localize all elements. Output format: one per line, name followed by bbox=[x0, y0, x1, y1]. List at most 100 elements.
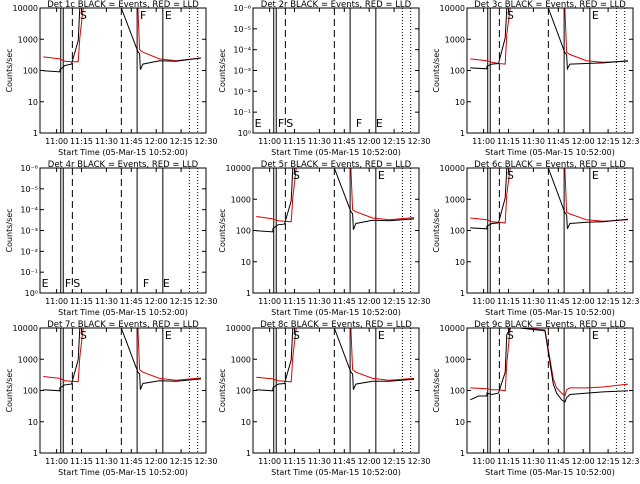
y-tick-label: 10 bbox=[28, 418, 38, 427]
marker-label: E bbox=[163, 277, 170, 290]
x-axis-label: Start Time (05-Mar-15 10:52:00) bbox=[485, 308, 615, 317]
marker-label: S bbox=[80, 329, 87, 342]
lld-series-line bbox=[43, 328, 202, 383]
x-tick-label: 12:15 bbox=[170, 297, 193, 306]
marker-label: E bbox=[378, 329, 385, 342]
events-series-line bbox=[256, 168, 415, 233]
events-series-line bbox=[470, 328, 629, 403]
y-tick-label: 10⁻⁶ bbox=[233, 4, 251, 13]
panel-7: 1 10 100 1000 10000 11:00 11:15 11:30 11:45 12:00… bbox=[5, 320, 218, 477]
x-tick-label: 11:15 bbox=[70, 297, 93, 306]
panel-1: 1 10 100 1000 10000 11:00 11:15 11:30 11:45 12:00… bbox=[5, 0, 218, 157]
x-tick-label: 11:30 bbox=[308, 137, 331, 146]
x-tick-label: 11:45 bbox=[333, 137, 356, 146]
x-tick-label: 12:30 bbox=[407, 137, 430, 146]
y-tick-label: 10 bbox=[455, 98, 465, 107]
x-axis-label: Start Time (05-Mar-15 10:52:00) bbox=[271, 468, 401, 477]
marker-label: S bbox=[507, 9, 514, 22]
marker-label: F bbox=[143, 277, 149, 290]
y-axis-label: Counts/sec bbox=[5, 368, 14, 412]
y-axis-label: Counts/sec bbox=[432, 368, 441, 412]
x-tick-label: 12:00 bbox=[145, 137, 168, 146]
y-tick-label: 10⁻³ bbox=[233, 67, 251, 76]
plot-frame bbox=[252, 167, 420, 294]
marker-label: S bbox=[293, 169, 300, 182]
lld-series-line bbox=[470, 8, 629, 65]
marker-label: F bbox=[278, 117, 284, 130]
y-tick-label: 10 bbox=[28, 98, 38, 107]
x-tick-label: 11:00 bbox=[45, 457, 68, 466]
marker-label: E bbox=[378, 169, 385, 182]
y-tick-label: 10 bbox=[455, 258, 465, 267]
plot-frame bbox=[39, 327, 207, 454]
y-tick-label: 100 bbox=[236, 387, 251, 396]
y-tick-label: 10⁻¹ bbox=[20, 268, 38, 277]
x-tick-label: 12:00 bbox=[358, 457, 381, 466]
y-tick-label: 100 bbox=[236, 227, 251, 236]
x-tick-label: 12:30 bbox=[621, 137, 640, 146]
x-tick-label: 11:15 bbox=[497, 457, 520, 466]
y-axis-label: Counts/sec bbox=[432, 48, 441, 92]
y-tick-label: 1000 bbox=[231, 195, 251, 204]
y-tick-label: 10⁻⁵ bbox=[20, 185, 38, 194]
y-tick-label: 100 bbox=[23, 387, 38, 396]
x-tick-label: 12:15 bbox=[597, 137, 620, 146]
events-series-line bbox=[43, 328, 202, 392]
panel-6: 1 10 100 1000 10000 11:00 11:15 11:30 11:45 12:00… bbox=[432, 160, 640, 317]
x-tick-label: 12:30 bbox=[194, 457, 217, 466]
x-axis-label: Start Time (05-Mar-15 10:52:00) bbox=[271, 308, 401, 317]
marker-label: E bbox=[376, 117, 383, 130]
y-tick-label: 1 bbox=[33, 129, 38, 138]
chart-title: Det 2r BLACK = Events, RED = LLD bbox=[261, 0, 412, 10]
y-tick-label: 10000 bbox=[13, 4, 38, 13]
x-tick-label: 11:45 bbox=[120, 137, 143, 146]
marker-label: E bbox=[42, 277, 49, 290]
x-tick-label: 12:15 bbox=[597, 457, 620, 466]
marker-label: E bbox=[165, 329, 172, 342]
x-tick-label: 12:15 bbox=[170, 457, 193, 466]
x-tick-label: 11:30 bbox=[308, 457, 331, 466]
chart-title: Det 9c BLACK = Events, RED = LLD bbox=[474, 320, 626, 330]
y-tick-label: 10 bbox=[241, 418, 251, 427]
events-series-line bbox=[470, 168, 629, 230]
y-tick-label: 100 bbox=[450, 387, 465, 396]
y-axis-label: Counts/sec bbox=[5, 48, 14, 92]
y-tick-label: 10⁰ bbox=[238, 129, 251, 138]
x-tick-label: 12:15 bbox=[383, 457, 406, 466]
y-tick-label: 10⁻³ bbox=[20, 227, 38, 236]
marker-label: E bbox=[592, 329, 599, 342]
events-series-line bbox=[43, 8, 202, 73]
y-tick-label: 1 bbox=[246, 449, 251, 458]
x-tick-label: 11:15 bbox=[283, 297, 306, 306]
lld-series-line bbox=[256, 328, 415, 383]
x-tick-label: 11:45 bbox=[547, 457, 570, 466]
x-tick-label: 11:00 bbox=[472, 137, 495, 146]
x-tick-label: 12:00 bbox=[358, 137, 381, 146]
x-axis-label: Start Time (05-Mar-15 10:52:00) bbox=[58, 308, 188, 317]
x-axis-label: Start Time (05-Mar-15 10:52:00) bbox=[58, 468, 188, 477]
marker-label: S bbox=[507, 329, 514, 342]
x-axis-label: Start Time (05-Mar-15 10:52:00) bbox=[271, 148, 401, 157]
chart-title: Det 8c BLACK = Events, RED = LLD bbox=[260, 320, 412, 330]
y-tick-label: 1000 bbox=[231, 355, 251, 364]
y-tick-label: 1000 bbox=[445, 195, 465, 204]
panel-8: 1 10 100 1000 10000 11:00 11:15 11:30 11:45 12:00… bbox=[218, 320, 431, 477]
y-tick-label: 100 bbox=[450, 227, 465, 236]
y-tick-label: 1 bbox=[460, 129, 465, 138]
x-tick-label: 11:15 bbox=[70, 457, 93, 466]
y-axis-label: Counts/sec bbox=[218, 48, 227, 92]
x-tick-label: 12:00 bbox=[145, 297, 168, 306]
x-tick-label: 11:30 bbox=[95, 137, 118, 146]
y-tick-label: 10000 bbox=[226, 164, 251, 173]
marker-label: F bbox=[65, 277, 71, 290]
y-axis-label: Counts/sec bbox=[5, 208, 14, 252]
chart-title: Det 5r BLACK = Events, RED = LLD bbox=[261, 160, 412, 170]
lld-series-line bbox=[470, 168, 629, 224]
y-tick-label: 10000 bbox=[13, 324, 38, 333]
x-tick-label: 11:30 bbox=[522, 137, 545, 146]
x-tick-label: 11:00 bbox=[45, 137, 68, 146]
x-tick-label: 11:45 bbox=[120, 297, 143, 306]
y-tick-label: 10⁻² bbox=[20, 247, 38, 256]
